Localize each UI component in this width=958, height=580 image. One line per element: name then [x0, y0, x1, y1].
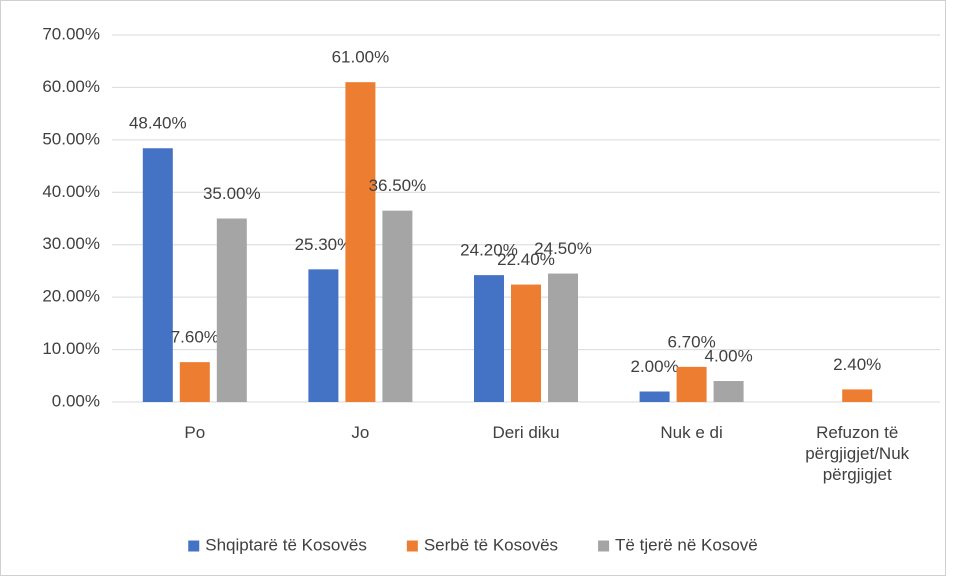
- data-label: 4.00%: [704, 347, 752, 366]
- y-tick-label: 60.00%: [42, 77, 100, 96]
- legend-label: Shqiptarë të Kosovës: [205, 535, 367, 554]
- data-label: 24.20%: [460, 241, 518, 260]
- bar: [511, 284, 541, 402]
- data-label: 35.00%: [203, 184, 261, 203]
- legend-label: Serbë të Kosovës: [424, 535, 558, 554]
- bar: [842, 389, 873, 402]
- bar: [474, 275, 504, 402]
- y-tick-label: 40.00%: [42, 182, 100, 201]
- data-label: 61.00%: [332, 48, 390, 67]
- data-label: 6.70%: [667, 332, 715, 351]
- data-label: 24.50%: [534, 239, 592, 258]
- x-tick-label-box: Nuk e di: [660, 423, 723, 442]
- x-tick-label: Jo: [351, 423, 370, 442]
- x-tick-label: Refuzon të përgjigjet/Nuk përgjigjet: [805, 423, 910, 484]
- bar: [308, 269, 339, 402]
- x-tick-label: Deri diku: [492, 423, 560, 442]
- bar: [639, 391, 670, 402]
- bar: [216, 218, 247, 402]
- x-tick-label: Po: [184, 423, 206, 442]
- legend-label: Të tjerë në Kosovë: [615, 535, 758, 554]
- data-label: 7.60%: [171, 328, 219, 347]
- y-tick-label: 50.00%: [42, 129, 100, 148]
- data-label: 36.50%: [369, 176, 427, 195]
- legend-item: Të tjerë në Kosovë: [598, 535, 758, 554]
- y-tick-label: 10.00%: [42, 339, 100, 358]
- x-tick-label-box: Po: [184, 423, 206, 442]
- bar: [142, 148, 173, 402]
- legend-swatch: [406, 540, 418, 552]
- bar: [345, 82, 376, 402]
- legend-item: Serbë të Kosovës: [406, 535, 558, 554]
- legend-swatch: [188, 540, 200, 552]
- bar: [382, 210, 413, 402]
- bar: [676, 366, 707, 402]
- bar: [179, 362, 210, 402]
- data-label: 2.40%: [833, 355, 881, 374]
- y-tick-label: 30.00%: [42, 234, 100, 253]
- bar: [713, 381, 744, 402]
- data-label: 25.30%: [295, 235, 353, 254]
- data-label: 2.00%: [630, 357, 678, 376]
- legend-swatch: [598, 540, 610, 552]
- y-tick-label: 20.00%: [42, 287, 100, 306]
- x-tick-label: Nuk e di: [660, 423, 723, 442]
- data-label: 48.40%: [129, 114, 187, 133]
- x-tick-label-box: Deri diku: [492, 423, 560, 442]
- x-tick-label-box: Jo: [351, 423, 370, 442]
- x-tick-label-box: Refuzon të përgjigjet/Nuk përgjigjet: [805, 423, 910, 484]
- data-label: 22.40%: [497, 250, 555, 269]
- bar: [548, 273, 578, 402]
- y-tick-label: 0.00%: [52, 391, 100, 410]
- y-tick-label: 70.00%: [42, 24, 100, 43]
- legend-item: Shqiptarë të Kosovës: [188, 535, 367, 554]
